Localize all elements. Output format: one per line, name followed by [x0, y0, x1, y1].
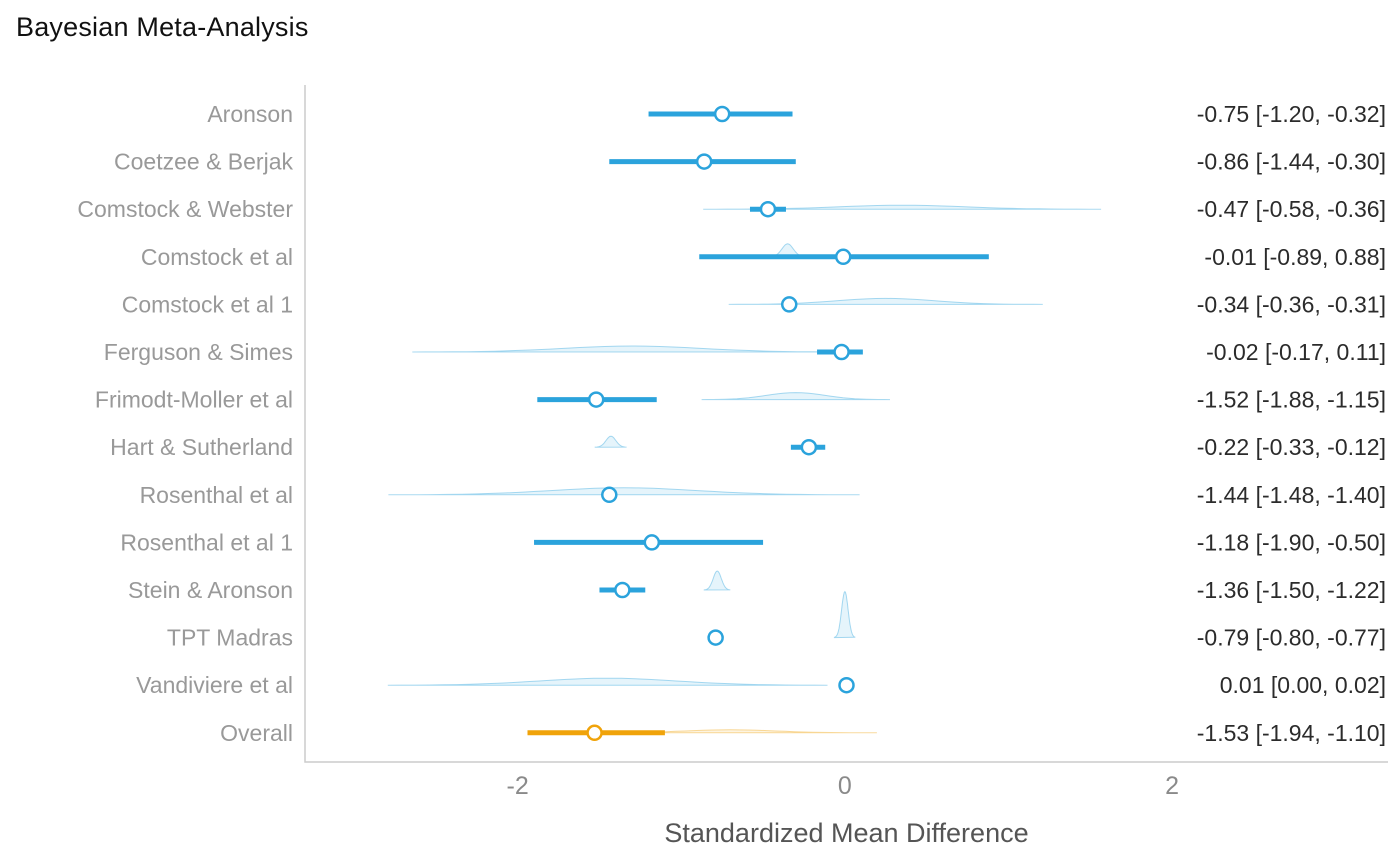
posterior-density — [833, 590, 856, 639]
study-row: Frimodt-Moller et al -1.52 [-1.88, -1.15] — [95, 387, 1386, 413]
estimate-label: -0.02 [-0.17, 0.11] — [1206, 339, 1386, 365]
study-label: Ferguson & Simes — [104, 339, 293, 365]
mean-marker — [780, 296, 798, 313]
study-row: Rosenthal et al -1.44 [-1.48, -1.40] — [140, 482, 1386, 508]
study-row: Comstock & Webster -0.47 [-0.58, -0.36] — [77, 196, 1386, 222]
estimate-label: -0.47 [-0.58, -0.36] — [1197, 196, 1386, 222]
estimate-label: -0.22 [-0.33, -0.12] — [1197, 434, 1386, 460]
estimate-label: -1.53 [-1.94, -1.10] — [1197, 720, 1386, 746]
study-row: Coetzee & Berjak -0.86 [-1.44, -0.30] — [114, 149, 1386, 175]
chart-title: Bayesian Meta-Analysis — [16, 12, 309, 42]
estimate-label: -0.86 [-1.44, -0.30] — [1197, 149, 1386, 175]
posterior-density — [594, 435, 627, 448]
estimate-label: -0.34 [-0.36, -0.31] — [1197, 291, 1386, 317]
posterior-density — [388, 487, 860, 496]
mean-marker — [587, 391, 605, 408]
study-label: Comstock & Webster — [77, 196, 293, 222]
posterior-density — [412, 345, 853, 353]
mean-marker — [759, 200, 777, 218]
x-tick-label: -2 — [507, 772, 529, 800]
mean-marker — [643, 534, 661, 551]
estimate-label: -1.18 [-1.90, -0.50] — [1197, 529, 1386, 555]
posterior-density — [728, 297, 1043, 305]
mean-marker — [707, 629, 724, 646]
study-row: Ferguson & Simes -0.02 [-0.17, 0.11] — [104, 339, 1386, 365]
study-label: Aronson — [207, 101, 293, 127]
study-row: Aronson -0.75 [-1.20, -0.32] — [207, 101, 1386, 127]
study-row: Comstock et al -0.01 [-0.89, 0.88] — [141, 243, 1386, 270]
study-row: TPT Madras -0.79 [-0.80, -0.77] — [167, 590, 1386, 651]
study-row: Stein & Aronson -1.36 [-1.50, -1.22] — [128, 570, 1386, 603]
mean-marker — [601, 486, 618, 504]
x-axis-label: Standardized Mean Difference — [664, 818, 1028, 848]
estimate-label: -0.75 [-1.20, -0.32] — [1197, 101, 1386, 127]
study-label: Rosenthal et al — [140, 482, 293, 508]
x-tick-label: 2 — [1165, 772, 1179, 800]
mean-marker — [695, 153, 713, 170]
study-label: Coetzee & Berjak — [114, 149, 293, 175]
mean-marker — [586, 724, 603, 742]
posterior-density — [387, 677, 828, 686]
study-row: Comstock et al 1 -0.34 [-0.36, -0.31] — [122, 291, 1386, 317]
mean-marker — [833, 343, 850, 361]
estimate-label: -0.01 [-0.89, 0.88] — [1204, 244, 1386, 270]
study-label: Frimodt-Moller et al — [95, 387, 293, 413]
mean-marker — [800, 438, 818, 456]
mean-marker — [614, 581, 631, 599]
study-label: Overall — [220, 720, 293, 746]
estimate-label: -0.79 [-0.80, -0.77] — [1197, 625, 1386, 651]
posterior-density — [701, 392, 891, 401]
estimate-label: 0.01 [0.00, 0.02] — [1220, 672, 1386, 698]
study-row: Rosenthal et al 1 -1.18 [-1.90, -0.50] — [120, 529, 1386, 555]
mean-marker — [713, 105, 731, 123]
x-tick-label: 0 — [838, 772, 852, 800]
posterior-density — [703, 570, 731, 591]
study-row: Overall -1.53 [-1.94, -1.10] — [220, 720, 1386, 746]
study-label: Comstock et al 1 — [122, 291, 293, 317]
study-label: Vandiviere et al — [136, 672, 293, 698]
study-row: Hart & Sutherland -0.22 [-0.33, -0.12] — [110, 434, 1386, 460]
axis-lines — [304, 85, 1388, 763]
study-label: Rosenthal et al 1 — [120, 529, 293, 555]
mean-marker — [834, 248, 852, 266]
estimate-label: -1.52 [-1.88, -1.15] — [1197, 387, 1386, 413]
study-label: Stein & Aronson — [128, 577, 293, 603]
study-label: TPT Madras — [167, 625, 293, 651]
mean-marker — [838, 676, 855, 694]
study-row: Vandiviere et al 0.01 [0.00, 0.02] — [136, 672, 1386, 698]
study-label: Hart & Sutherland — [110, 434, 293, 460]
study-label: Comstock et al — [141, 244, 293, 270]
estimate-label: -1.44 [-1.48, -1.40] — [1197, 482, 1386, 508]
estimate-label: -1.36 [-1.50, -1.22] — [1197, 577, 1386, 603]
